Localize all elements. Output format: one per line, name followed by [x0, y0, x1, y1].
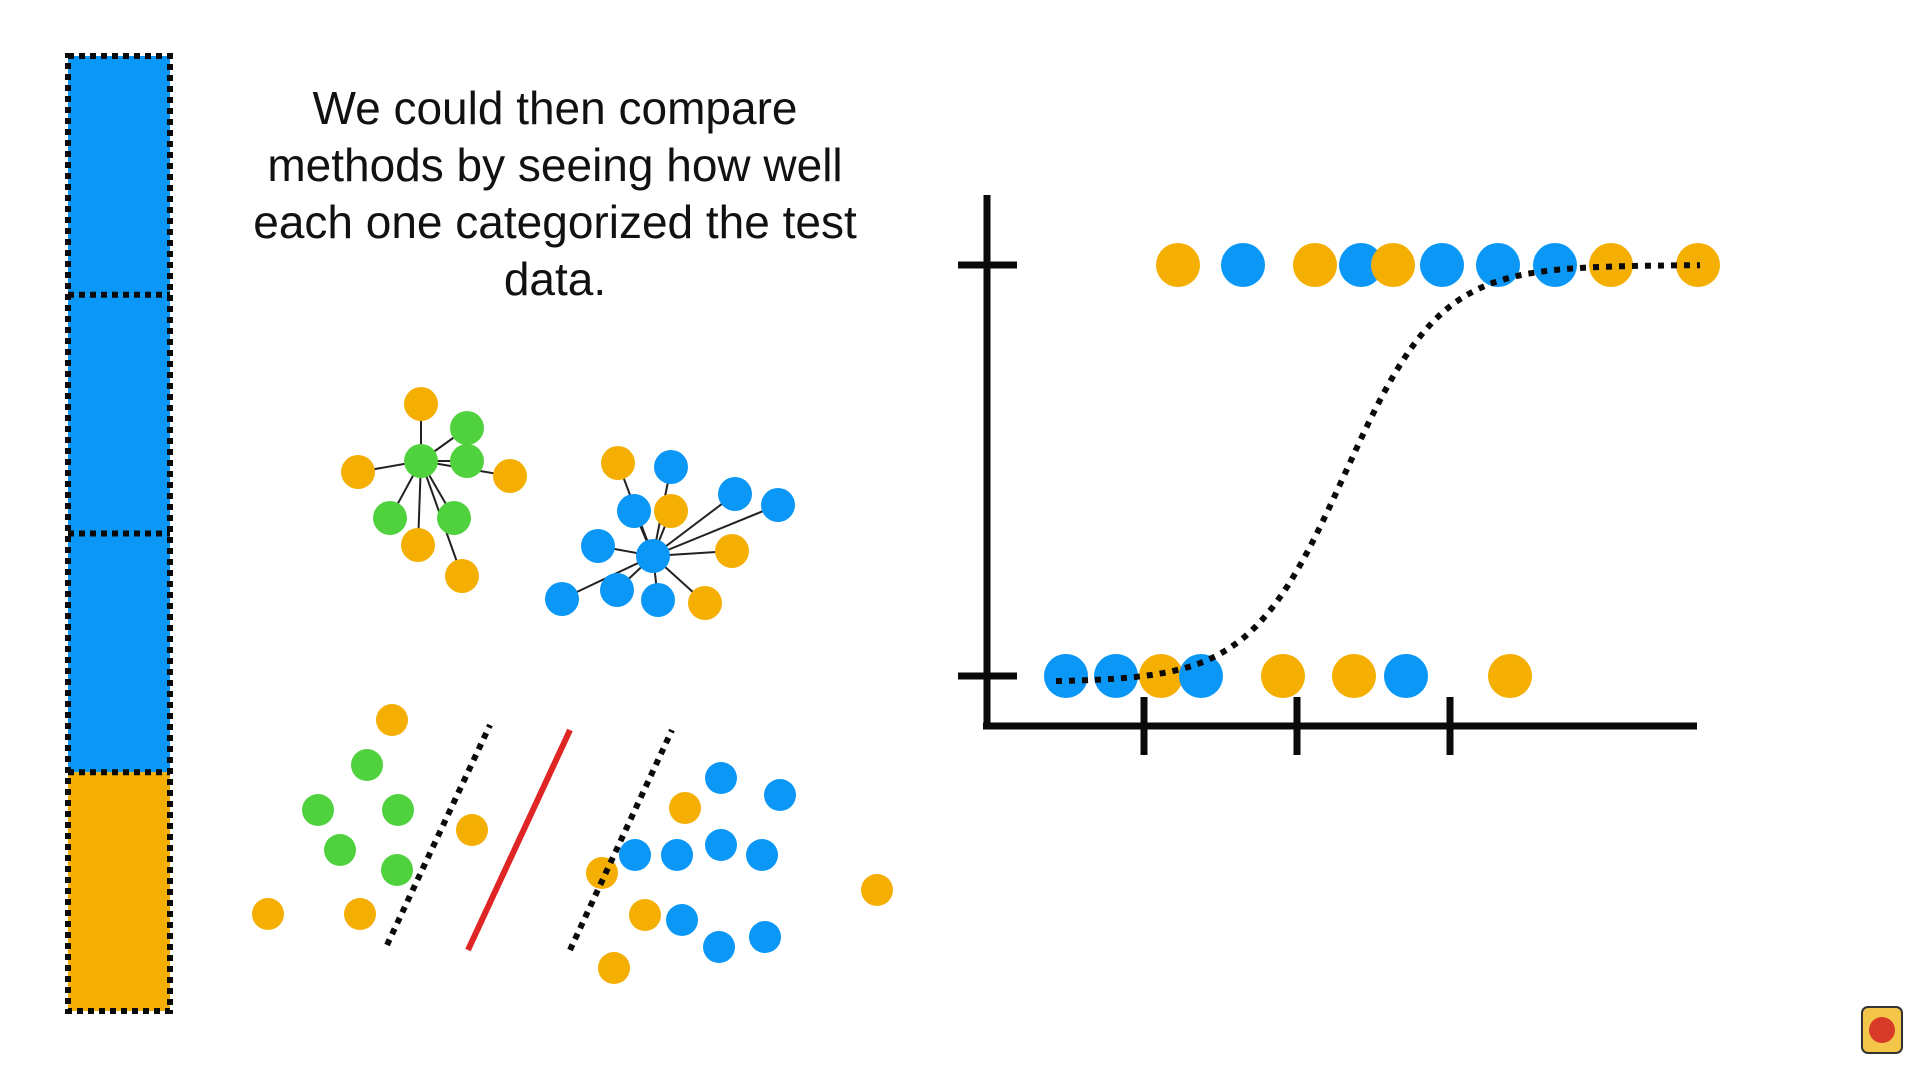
- knn-neighbor-orange: [493, 459, 527, 493]
- knn-neighbor-blue: [761, 488, 795, 522]
- top-row-point-blue: [1420, 243, 1464, 287]
- svm-point-blue: [619, 839, 651, 871]
- knn-neighbor-blue: [600, 573, 634, 607]
- knn-cluster-2: [545, 446, 795, 620]
- top-row-point-orange: [1371, 243, 1415, 287]
- svm-point-green: [381, 854, 413, 886]
- knn-center-green: [404, 444, 438, 478]
- bottom-row-point-orange: [1488, 654, 1532, 698]
- knn-neighbor-orange: [401, 528, 435, 562]
- svm-point-orange: [629, 899, 661, 931]
- knn-neighbor-orange: [601, 446, 635, 480]
- knn-neighbor-blue: [654, 450, 688, 484]
- knn-neighbor-blue: [581, 529, 615, 563]
- svm-point-blue: [705, 829, 737, 861]
- knn-edge: [652, 493, 736, 557]
- top-row-point-blue: [1339, 243, 1383, 287]
- svm-point-green: [351, 749, 383, 781]
- fold-block-blue: [68, 533, 170, 773]
- svm-point-orange: [252, 898, 284, 930]
- bottom-row-point-blue: [1044, 654, 1088, 698]
- svm-scatter: [252, 704, 893, 984]
- svm-point-blue: [705, 762, 737, 794]
- knn-neighbor-blue: [718, 477, 752, 511]
- svm-point-green: [382, 794, 414, 826]
- knn-neighbor-orange: [404, 387, 438, 421]
- knn-neighbor-blue: [545, 582, 579, 616]
- svm-point-blue: [764, 779, 796, 811]
- knn-neighbor-green: [450, 444, 484, 478]
- svm-point-blue: [666, 904, 698, 936]
- statquest-logo: [1861, 1006, 1903, 1054]
- knn-neighbor-orange: [445, 559, 479, 593]
- top-row-point-orange: [1156, 243, 1200, 287]
- fold-bar: [65, 53, 173, 1014]
- sigmoid-curve: [1056, 262, 1701, 684]
- svm-decision-boundary: [465, 728, 573, 952]
- svm-point-orange: [376, 704, 408, 736]
- knn-neighbor-orange: [715, 534, 749, 568]
- knn-neighbor-green: [437, 501, 471, 535]
- top-row-point-orange: [1293, 243, 1337, 287]
- bottom-row-point-blue: [1094, 654, 1138, 698]
- svm-point-orange: [598, 952, 630, 984]
- knn-neighbor-blue: [617, 494, 651, 528]
- svm-point-orange: [861, 874, 893, 906]
- knn-edge: [652, 504, 779, 557]
- knn-center-blue: [636, 539, 670, 573]
- fold-block-blue: [68, 56, 170, 295]
- svm-point-blue: [749, 921, 781, 953]
- svm-point-blue: [746, 839, 778, 871]
- bottom-row-point-orange: [1261, 654, 1305, 698]
- svm-point-blue: [703, 931, 735, 963]
- knn-neighbor-orange: [654, 494, 688, 528]
- bottom-row-point-blue: [1384, 654, 1428, 698]
- caption-text: We could then compare methods by seeing …: [253, 82, 857, 305]
- svm-margin-left: [384, 723, 493, 947]
- svm-point-orange: [669, 792, 701, 824]
- knn-neighbor-green: [373, 501, 407, 535]
- knn-cluster-1: [341, 387, 527, 593]
- svm-point-orange: [456, 814, 488, 846]
- knn-neighbor-orange: [688, 586, 722, 620]
- top-row-point-blue: [1476, 243, 1520, 287]
- top-row-point-blue: [1221, 243, 1265, 287]
- fold-block-blue: [68, 294, 170, 534]
- svm-point-blue: [661, 839, 693, 871]
- fold-block-orange: [68, 772, 170, 1011]
- bottom-row-point-orange: [1332, 654, 1376, 698]
- svm-point-green: [302, 794, 334, 826]
- svm-point-green: [324, 834, 356, 866]
- logistic-plot: [958, 195, 1720, 755]
- svm-point-orange: [344, 898, 376, 930]
- knn-neighbor-orange: [341, 455, 375, 489]
- knn-neighbor-green: [450, 411, 484, 445]
- top-row-point-blue: [1533, 243, 1577, 287]
- knn-neighbor-blue: [641, 583, 675, 617]
- logo-mark: [1869, 1017, 1895, 1043]
- knn-clusters: [341, 387, 795, 620]
- svm-point-orange: [586, 857, 618, 889]
- svm-margin-right: [567, 728, 675, 952]
